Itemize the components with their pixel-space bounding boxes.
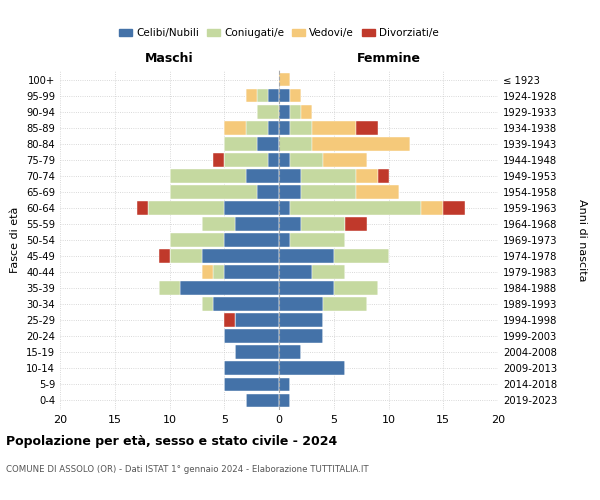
Bar <box>214 266 224 279</box>
Bar <box>301 169 356 182</box>
Bar <box>290 233 344 247</box>
Bar <box>279 282 334 295</box>
Bar <box>279 185 301 198</box>
Bar <box>323 298 367 311</box>
Bar <box>268 89 279 102</box>
Bar <box>148 201 224 214</box>
Bar <box>246 169 279 182</box>
Bar <box>290 153 323 166</box>
Bar <box>279 314 323 327</box>
Bar <box>279 298 323 311</box>
Bar <box>301 105 312 118</box>
Bar <box>279 394 290 407</box>
Bar <box>279 137 312 150</box>
Bar <box>214 298 279 311</box>
Bar <box>202 266 214 279</box>
Bar <box>279 249 334 263</box>
Bar <box>301 217 344 231</box>
Bar <box>279 73 290 86</box>
Bar <box>279 105 290 118</box>
Bar <box>169 249 202 263</box>
Bar <box>443 201 465 214</box>
Bar <box>224 137 257 150</box>
Bar <box>290 89 301 102</box>
Text: Maschi: Maschi <box>145 52 194 65</box>
Bar <box>279 378 290 391</box>
Bar <box>246 394 279 407</box>
Bar <box>224 330 279 343</box>
Bar <box>214 153 224 166</box>
Bar <box>279 217 301 231</box>
Bar <box>235 346 279 359</box>
Bar <box>312 266 345 279</box>
Bar <box>170 185 257 198</box>
Bar <box>268 121 279 134</box>
Bar <box>224 121 246 134</box>
Bar <box>290 121 312 134</box>
Bar <box>169 169 246 182</box>
Bar <box>224 153 268 166</box>
Bar <box>279 153 290 166</box>
Bar <box>137 201 148 214</box>
Bar <box>224 314 235 327</box>
Bar <box>279 233 290 247</box>
Bar <box>279 169 301 182</box>
Bar <box>279 362 345 375</box>
Bar <box>279 89 290 102</box>
Bar <box>334 249 389 263</box>
Bar <box>257 89 268 102</box>
Bar <box>181 282 279 295</box>
Bar <box>279 346 301 359</box>
Bar <box>246 121 268 134</box>
Bar <box>301 185 356 198</box>
Text: COMUNE DI ASSOLO (OR) - Dati ISTAT 1° gennaio 2024 - Elaborazione TUTTITALIA.IT: COMUNE DI ASSOLO (OR) - Dati ISTAT 1° ge… <box>6 465 368 474</box>
Bar <box>323 153 367 166</box>
Bar <box>257 137 279 150</box>
Bar <box>356 169 377 182</box>
Bar <box>224 378 279 391</box>
Bar <box>158 249 169 263</box>
Bar <box>224 201 279 214</box>
Bar <box>224 233 279 247</box>
Bar <box>377 169 389 182</box>
Bar <box>257 105 279 118</box>
Bar <box>170 233 224 247</box>
Bar <box>202 217 235 231</box>
Y-axis label: Anni di nascita: Anni di nascita <box>577 198 587 281</box>
Bar <box>202 249 279 263</box>
Bar <box>290 105 301 118</box>
Bar <box>312 121 356 134</box>
Bar <box>279 330 323 343</box>
Text: Popolazione per età, sesso e stato civile - 2024: Popolazione per età, sesso e stato civil… <box>6 435 337 448</box>
Legend: Celibi/Nubili, Coniugati/e, Vedovi/e, Divorziati/e: Celibi/Nubili, Coniugati/e, Vedovi/e, Di… <box>115 24 443 42</box>
Bar <box>202 298 214 311</box>
Bar <box>235 314 279 327</box>
Bar <box>279 266 312 279</box>
Bar <box>158 282 181 295</box>
Bar <box>224 266 279 279</box>
Bar <box>334 282 377 295</box>
Bar <box>345 217 367 231</box>
Bar <box>356 121 377 134</box>
Bar <box>356 185 400 198</box>
Bar <box>290 201 421 214</box>
Bar <box>279 121 290 134</box>
Bar <box>257 185 279 198</box>
Bar <box>279 201 290 214</box>
Bar <box>268 153 279 166</box>
Bar <box>421 201 443 214</box>
Bar <box>224 362 279 375</box>
Bar <box>235 217 279 231</box>
Text: Femmine: Femmine <box>356 52 421 65</box>
Y-axis label: Fasce di età: Fasce di età <box>10 207 20 273</box>
Bar <box>312 137 410 150</box>
Bar <box>246 89 257 102</box>
